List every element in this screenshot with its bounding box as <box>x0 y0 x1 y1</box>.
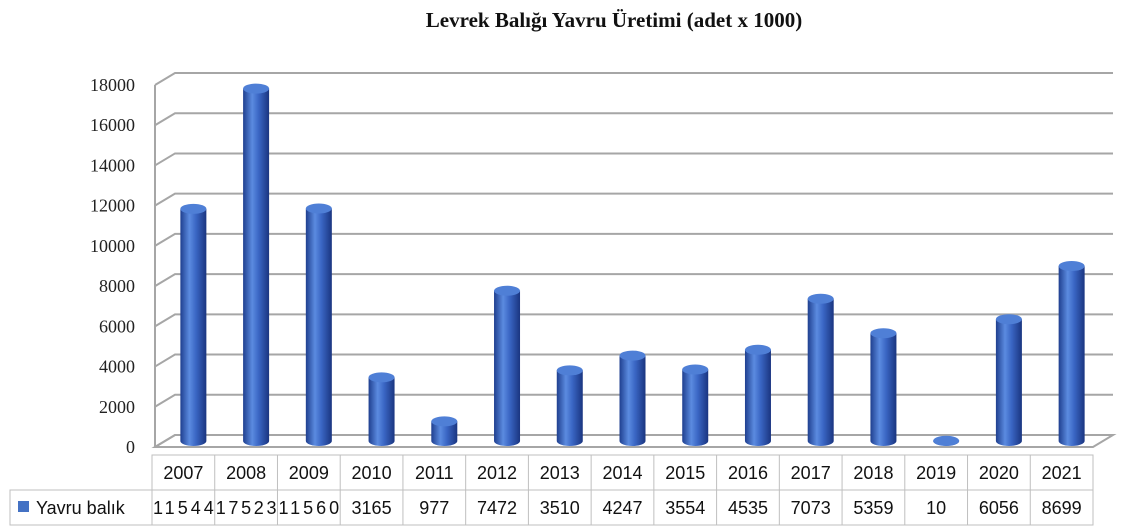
bar <box>494 285 521 447</box>
bar <box>368 372 395 447</box>
x-tick-label: 2021 <box>1042 463 1082 483</box>
bar-top <box>556 365 583 376</box>
bar <box>933 435 960 447</box>
x-tick-label: 2018 <box>853 463 893 483</box>
bar <box>744 344 771 447</box>
gridline <box>154 72 1113 86</box>
bar-body <box>807 298 834 447</box>
x-tick-label: 2009 <box>289 463 329 483</box>
bar <box>180 203 207 447</box>
bar-top <box>1058 261 1085 272</box>
x-tick-label: 2019 <box>916 463 956 483</box>
bar <box>243 83 270 447</box>
data-label: 8699 <box>1042 498 1082 518</box>
gridline <box>154 313 1113 328</box>
data-label: 3554 <box>665 498 705 518</box>
bar-body <box>243 88 270 447</box>
y-tick-label: 8000 <box>99 276 135 296</box>
bar-body <box>494 290 521 447</box>
bar-body <box>431 421 458 447</box>
bar <box>305 203 332 447</box>
bar-body <box>682 369 709 447</box>
bar <box>682 364 709 447</box>
x-tick-label: 2012 <box>477 463 517 483</box>
data-label: 11560 <box>278 498 339 518</box>
data-label: 977 <box>419 498 449 518</box>
bar-top <box>933 435 960 446</box>
bar-top <box>243 83 270 94</box>
bar-top <box>619 350 646 361</box>
bar-body <box>995 319 1022 447</box>
data-label: 4247 <box>602 498 642 518</box>
y-tick-label: 12000 <box>90 196 135 216</box>
x-tick-label: 2016 <box>728 463 768 483</box>
bar <box>1058 261 1085 447</box>
data-label: 5359 <box>853 498 893 518</box>
data-label: 17523 <box>216 498 277 518</box>
data-label: 7472 <box>477 498 517 518</box>
y-tick-label: 16000 <box>90 115 135 135</box>
gridline <box>154 353 1113 368</box>
data-label: 7073 <box>791 498 831 518</box>
y-tick-label: 10000 <box>90 236 135 256</box>
bar-top <box>494 285 521 296</box>
bar-top <box>180 203 207 214</box>
bar <box>995 314 1022 447</box>
data-label: 10 <box>926 498 946 518</box>
data-label: 11544 <box>153 498 214 518</box>
y-tick-label: 4000 <box>99 357 135 377</box>
bar <box>431 416 458 447</box>
floor <box>151 434 1117 448</box>
bar-top <box>870 328 897 339</box>
bar-body <box>180 208 207 447</box>
bar <box>556 365 583 447</box>
bar <box>870 328 897 447</box>
bar-body <box>556 370 583 447</box>
bar-top <box>807 293 834 304</box>
bar-body <box>744 349 771 447</box>
x-tick-label: 2008 <box>226 463 266 483</box>
x-tick-label: 2013 <box>540 463 580 483</box>
x-tick-label: 2017 <box>791 463 831 483</box>
gridline <box>154 112 1113 127</box>
data-label: 3165 <box>352 498 392 518</box>
bar-top <box>995 314 1022 325</box>
y-tick-label: 0 <box>126 437 135 457</box>
data-label: 4535 <box>728 498 768 518</box>
gridline <box>154 152 1113 167</box>
x-tick-label: 2007 <box>163 463 203 483</box>
legend-label: Yavru balık <box>36 498 126 518</box>
bar <box>619 350 646 447</box>
bar-body <box>870 333 897 447</box>
gridline <box>154 273 1113 287</box>
y-tick-label: 18000 <box>90 75 135 95</box>
bar-top <box>682 364 709 375</box>
x-tick-label: 2015 <box>665 463 705 483</box>
y-tick-label: 2000 <box>99 397 135 417</box>
data-label: 3510 <box>540 498 580 518</box>
x-tick-label: 2011 <box>415 463 454 483</box>
x-tick-label: 2010 <box>352 463 392 483</box>
x-tick-label: 2020 <box>979 463 1019 483</box>
y-tick-label: 6000 <box>99 316 135 336</box>
bar-body <box>305 208 332 447</box>
bar-body <box>1058 266 1085 447</box>
bar-body <box>368 377 395 447</box>
table-data-row <box>9 489 1094 526</box>
bar-top <box>431 416 458 427</box>
gridline <box>154 192 1113 207</box>
bar-top <box>368 372 395 383</box>
y-tick-label: 14000 <box>90 155 135 175</box>
bar <box>807 293 834 447</box>
x-tick-label: 2014 <box>602 463 642 483</box>
bar-top <box>305 203 332 214</box>
gridline <box>154 393 1113 408</box>
bar-top <box>744 344 771 355</box>
data-label: 6056 <box>979 498 1019 518</box>
bar-body <box>619 355 646 447</box>
legend-key <box>18 501 29 512</box>
chart-title: Levrek Balığı Yavru Üretimi (adet x 1000… <box>425 8 803 32</box>
gridline <box>154 232 1113 247</box>
